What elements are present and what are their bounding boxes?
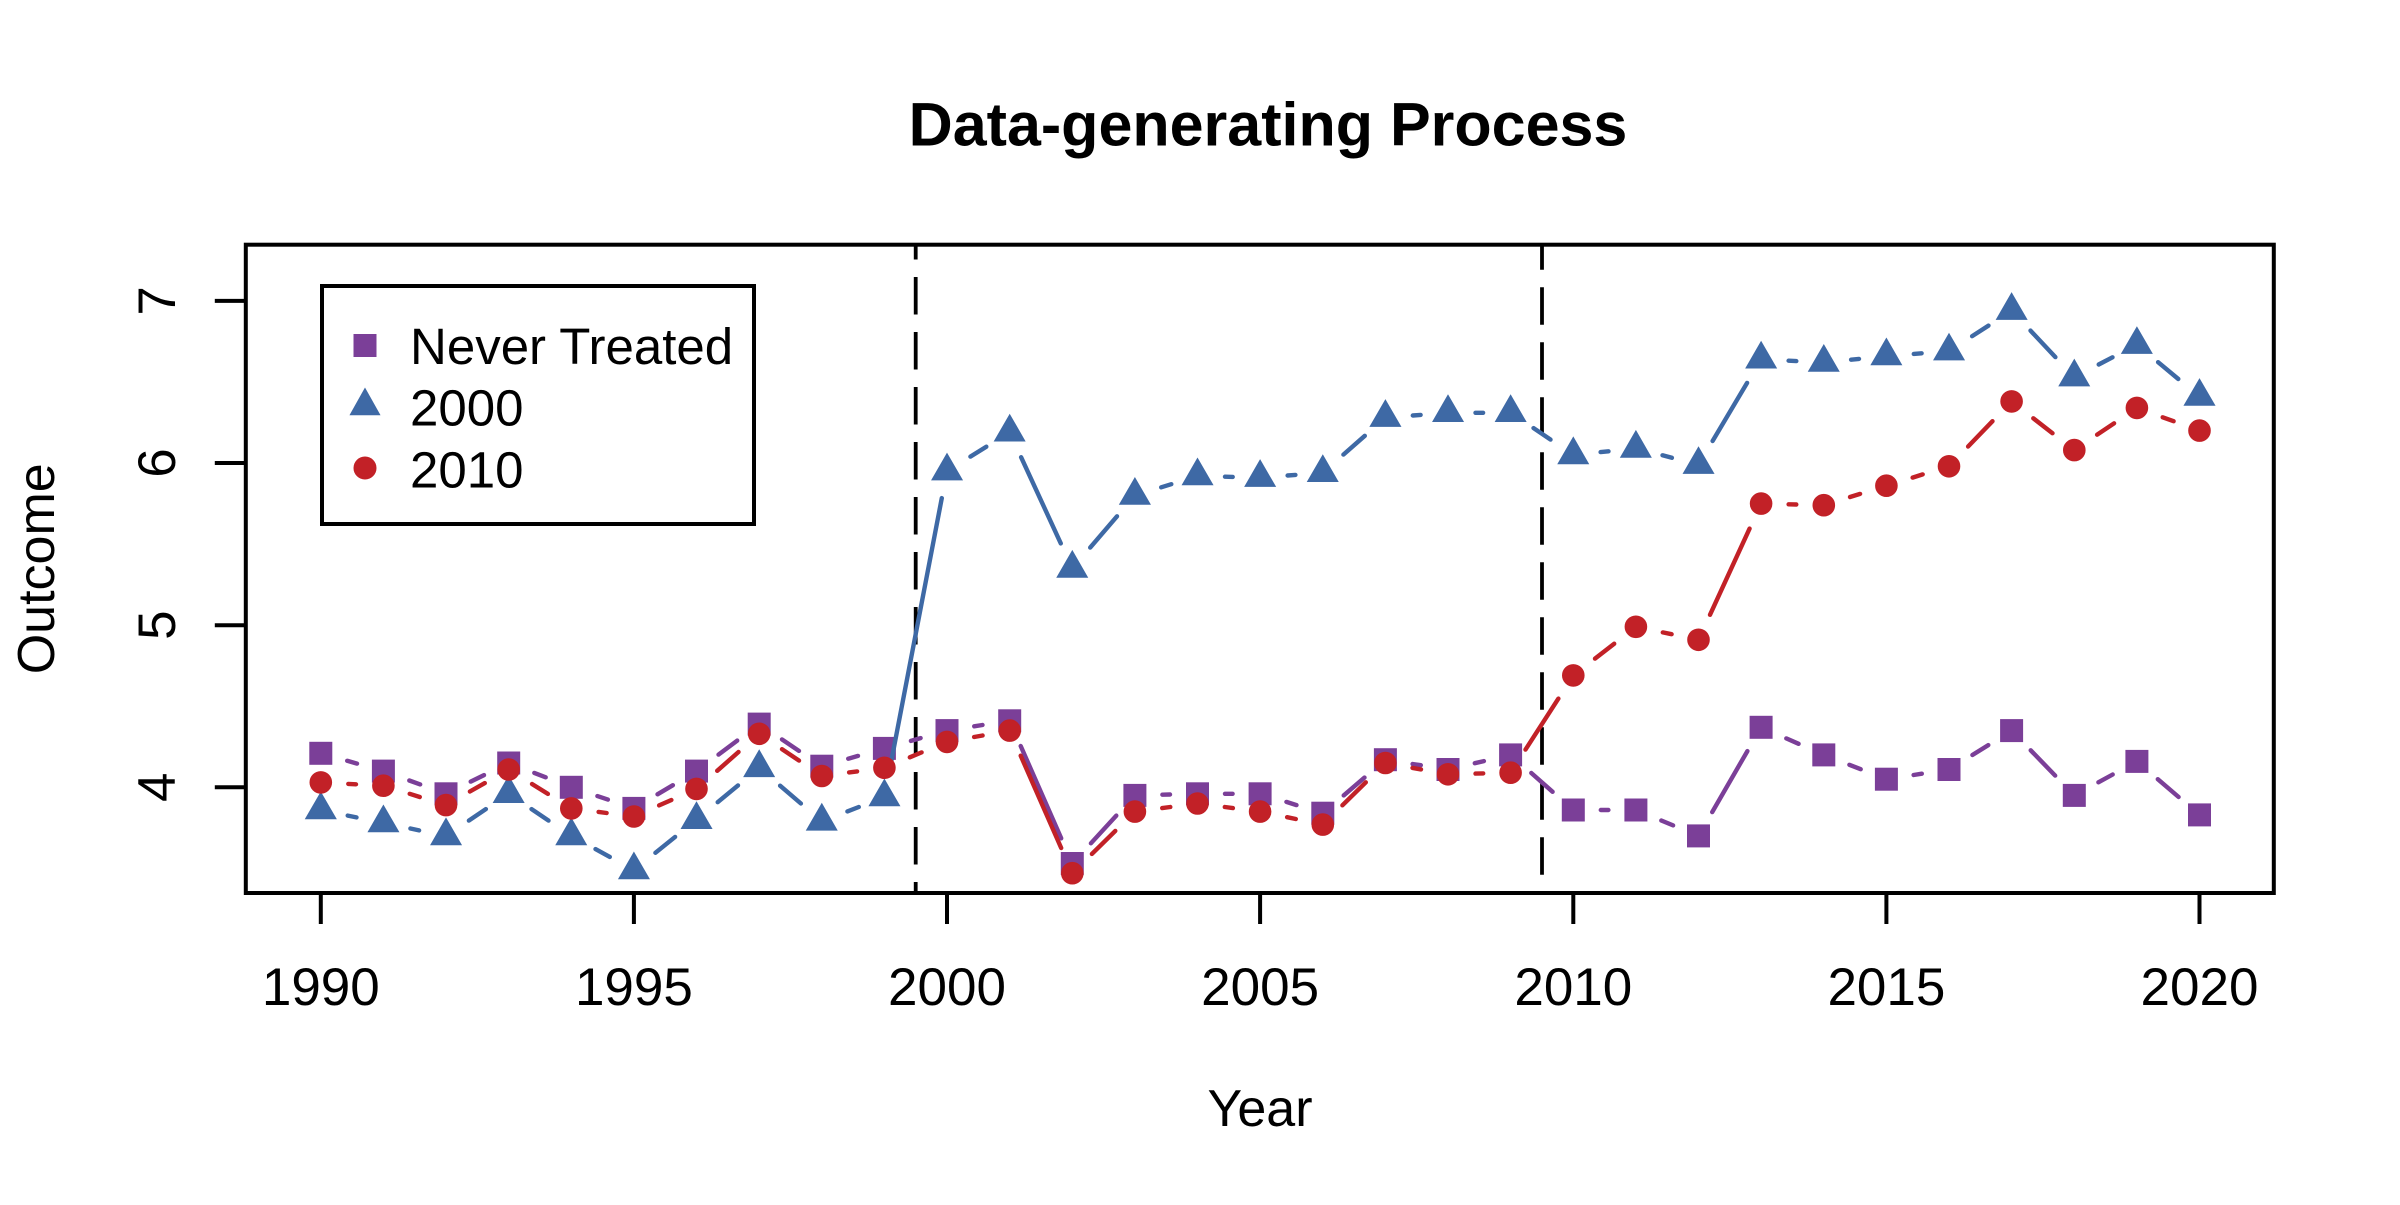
svg-text:1990: 1990 — [262, 958, 380, 1017]
svg-text:2010: 2010 — [1514, 958, 1632, 1017]
svg-text:Year: Year — [1207, 1080, 1312, 1138]
svg-text:2000: 2000 — [410, 380, 523, 437]
svg-text:2000: 2000 — [888, 958, 1006, 1017]
svg-text:7: 7 — [128, 286, 187, 315]
svg-text:5: 5 — [128, 610, 187, 639]
svg-text:6: 6 — [128, 448, 187, 477]
svg-text:1995: 1995 — [575, 958, 693, 1017]
svg-text:2020: 2020 — [2141, 958, 2259, 1017]
svg-text:2005: 2005 — [1201, 958, 1319, 1017]
svg-text:2015: 2015 — [1827, 958, 1945, 1017]
svg-text:Never Treated: Never Treated — [410, 318, 733, 375]
svg-text:Outcome: Outcome — [8, 463, 66, 674]
svg-text:2010: 2010 — [410, 442, 523, 499]
svg-text:4: 4 — [128, 773, 187, 802]
svg-text:Data-generating Process: Data-generating Process — [909, 90, 1628, 158]
